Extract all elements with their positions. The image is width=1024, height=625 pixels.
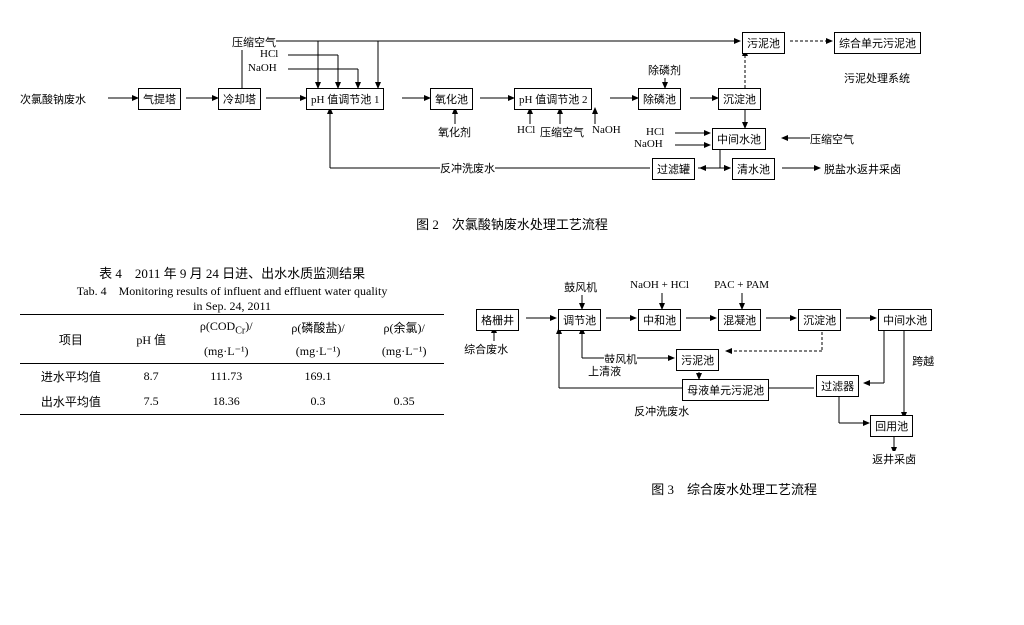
table4-h-phos-u: (mg·L⁻¹) — [272, 340, 364, 364]
fig3-lbl-fanchong: 反冲洗废水 — [634, 403, 689, 419]
fig2-lbl-yanghuaji: 氧化剂 — [438, 124, 471, 140]
fig2-lbl-yskq3: 压缩空气 — [810, 131, 854, 147]
fig3-lbl-shangqing: 上清液 — [588, 363, 621, 379]
fig2-node-qiti: 气提塔 — [138, 88, 181, 110]
fig2-lbl-hcl2: HCl — [517, 124, 535, 136]
table4-r1-cl: 0.35 — [364, 389, 444, 415]
table4-r0-cod: 111.73 — [181, 364, 272, 390]
fig2-node-qingshui: 清水池 — [732, 158, 775, 180]
table4-title-en2: in Sep. 24, 2011 — [20, 299, 444, 314]
fig2-node-ph1: pH 值调节池 1 — [306, 88, 384, 110]
fig3-node-guolv: 过滤器 — [816, 375, 859, 397]
fig2-lbl-out: 脱盐水返井采卤 — [824, 161, 901, 177]
fig3-node-tiaojie: 调节池 — [558, 309, 601, 331]
fig3-node-hunning: 混凝池 — [718, 309, 761, 331]
table4-r0-cl — [364, 364, 444, 390]
fig3-lbl-feed: 综合废水 — [464, 341, 508, 357]
table4: 项目 pH 值 ρ(CODCr)/ ρ(磷酸盐)/ ρ(余氯)/ (mg·L⁻¹… — [20, 314, 444, 415]
table4-h-item: 项目 — [20, 315, 122, 364]
table4-h-phos: ρ(磷酸盐)/ — [272, 315, 364, 341]
table4-title-en1: Tab. 4 Monitoring results of influent an… — [20, 282, 444, 299]
fig3-lbl-gufeng1: 鼓风机 — [564, 279, 597, 295]
fig2-lbl-hcl3: HCl — [646, 126, 664, 138]
fig2-lbl-yskq2: 压缩空气 — [540, 124, 584, 140]
fig2-lbl-naoh3: NaOH — [634, 138, 663, 150]
fig2-lbl-naoh2: NaOH — [592, 124, 621, 136]
fig2-node-ph2: pH 值调节池 2 — [514, 88, 592, 110]
fig2-node-chendian: 沉淀池 — [718, 88, 761, 110]
fig2-node-zhongjian: 中间水池 — [712, 128, 766, 150]
fig2-node-guolv: 过滤罐 — [652, 158, 695, 180]
figure-3: 格栅井 调节池 中和池 混凝池 沉淀池 中间水池 污泥池 母液单元污泥池 过滤器… — [464, 263, 1004, 498]
table4-h-cl: ρ(余氯)/ — [364, 315, 444, 341]
table4-r1-cod: 18.36 — [181, 389, 272, 415]
table4-r1-ph: 7.5 — [122, 389, 181, 415]
fig3-caption: 图 3 综合废水处理工艺流程 — [464, 479, 1004, 498]
fig2-node-chulin: 除磷池 — [638, 88, 681, 110]
fig2-node-yanghua: 氧化池 — [430, 88, 473, 110]
fig2-node-wunichi: 污泥池 — [742, 32, 785, 54]
table4-h-cod: ρ(CODCr)/ — [181, 315, 272, 341]
fig3-node-huiyong: 回用池 — [870, 415, 913, 437]
table4-r1-item: 出水平均值 — [20, 389, 122, 415]
table4-r0-ph: 8.7 — [122, 364, 181, 390]
table4-title-cn: 表 4 2011 年 9 月 24 日进、出水水质监测结果 — [20, 263, 444, 282]
fig2-feed-label: 次氯酸钠废水 — [20, 91, 86, 107]
fig3-lbl-out: 返井采卤 — [872, 451, 916, 467]
fig3-lbl-chem1: NaOH + HCl — [630, 279, 689, 291]
table4-block: 表 4 2011 年 9 月 24 日进、出水水质监测结果 Tab. 4 Mon… — [20, 263, 444, 498]
table4-r0-phos: 169.1 — [272, 364, 364, 390]
fig3-arrows — [464, 263, 1024, 473]
table4-h-ph: pH 值 — [122, 315, 181, 364]
table4-h-cl-u: (mg·L⁻¹) — [364, 340, 444, 364]
fig3-node-zhongjian: 中间水池 — [878, 309, 932, 331]
fig2-lbl-naoh: NaOH — [248, 62, 277, 74]
fig2-node-lengque: 冷却塔 — [218, 88, 261, 110]
fig2-caption: 图 2 次氯酸钠废水处理工艺流程 — [20, 214, 1004, 233]
fig2-lbl-chulinj: 除磷剂 — [648, 62, 681, 78]
lower-section: 表 4 2011 年 9 月 24 日进、出水水质监测结果 Tab. 4 Mon… — [20, 263, 1004, 498]
fig3-node-chendian: 沉淀池 — [798, 309, 841, 331]
fig2-node-zonghewuni: 综合单元污泥池 — [834, 32, 921, 54]
fig3-node-wunichi: 污泥池 — [676, 349, 719, 371]
fig3-node-muye: 母液单元污泥池 — [682, 379, 769, 401]
fig2-lbl-wunisys: 污泥处理系统 — [844, 70, 910, 86]
figure-2: 次氯酸钠废水 气提塔 冷却塔 pH 值调节池 1 氧化池 pH 值调节池 2 除… — [20, 8, 1004, 208]
fig3-node-zhonghe: 中和池 — [638, 309, 681, 331]
fig3-lbl-chem2: PAC + PAM — [714, 279, 769, 291]
fig3-node-geshan: 格栅井 — [476, 309, 519, 331]
table4-r1-phos: 0.3 — [272, 389, 364, 415]
fig2-lbl-hcl: HCl — [260, 48, 278, 60]
table4-h-cod-u: (mg·L⁻¹) — [181, 340, 272, 364]
fig3-lbl-kuayue: 跨越 — [912, 353, 934, 369]
fig2-lbl-fanchong: 反冲洗废水 — [440, 160, 495, 176]
table4-r0-item: 进水平均值 — [20, 364, 122, 390]
